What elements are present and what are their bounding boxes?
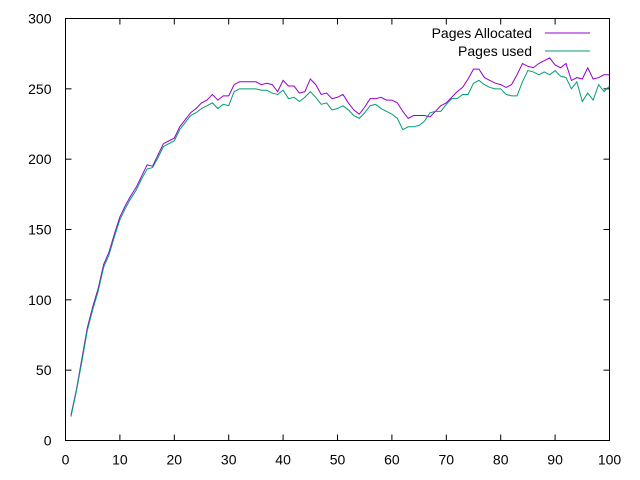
y-tick-label: 250 bbox=[28, 81, 52, 97]
x-tick-label: 60 bbox=[384, 452, 400, 468]
x-tick-label: 90 bbox=[547, 452, 563, 468]
x-tick-label: 10 bbox=[112, 452, 128, 468]
legend: Pages Allocated Pages used bbox=[432, 25, 590, 59]
legend-label: Pages Allocated bbox=[432, 25, 532, 41]
x-tick-label: 50 bbox=[330, 452, 346, 468]
series-lines bbox=[70, 57, 610, 417]
y-tick-label: 0 bbox=[44, 433, 52, 449]
x-tick-label: 40 bbox=[275, 452, 291, 468]
x-tick-label: 70 bbox=[439, 452, 455, 468]
x-tick-label: 30 bbox=[221, 452, 237, 468]
y-tick-label: 50 bbox=[36, 362, 52, 378]
x-tick-label: 20 bbox=[167, 452, 183, 468]
y-tick-label: 200 bbox=[28, 151, 52, 167]
legend-label: Pages used bbox=[458, 43, 532, 59]
y-tick-label: 100 bbox=[28, 292, 52, 308]
y-tick-label: 300 bbox=[28, 11, 52, 27]
series-line-pages-used bbox=[70, 69, 610, 417]
x-axis: 0 10 20 30 40 50 60 70 80 90 100 bbox=[62, 18, 622, 468]
x-tick-label: 100 bbox=[598, 452, 622, 468]
x-tick-label: 80 bbox=[493, 452, 509, 468]
y-axis: 0 50 100 150 200 250 300 bbox=[28, 11, 610, 449]
y-tick-label: 150 bbox=[28, 222, 52, 238]
x-tick-label: 0 bbox=[62, 452, 70, 468]
plot-frame bbox=[65, 18, 610, 441]
series-line-pages-allocated bbox=[70, 57, 610, 416]
